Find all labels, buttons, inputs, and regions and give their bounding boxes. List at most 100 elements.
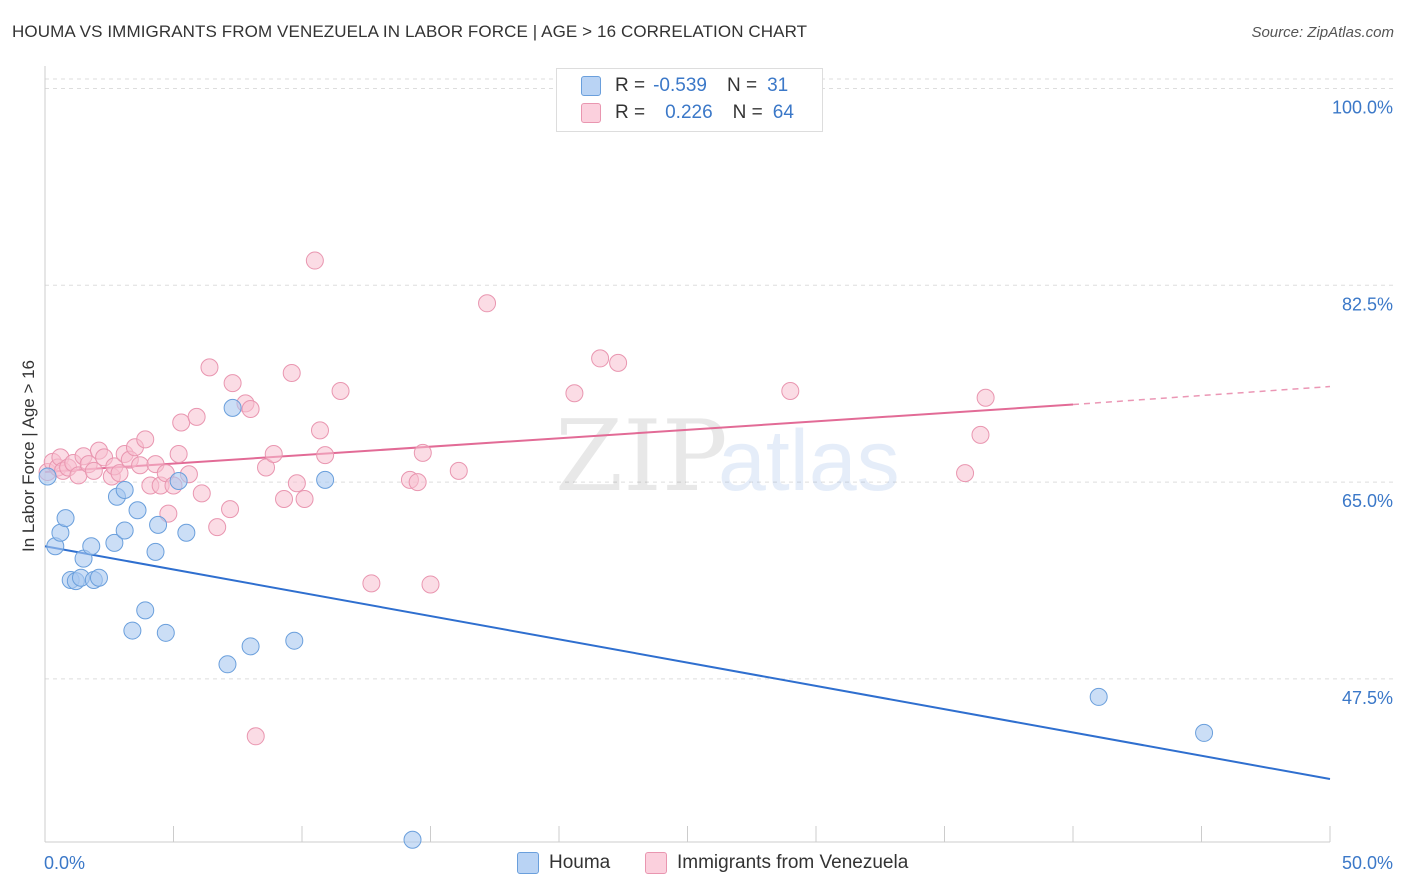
venezuela-swatch <box>581 103 601 123</box>
venezuela-r-value: 0.226 <box>665 102 713 123</box>
venezuela-point <box>413 443 432 462</box>
legend-row-houma: R = -0.539 N = 31 <box>581 74 788 98</box>
venezuela-point <box>169 445 188 463</box>
y-axis-label: In Labor Force | Age > 16 <box>19 360 38 552</box>
houma-point <box>218 655 237 674</box>
venezuela-point <box>421 575 440 594</box>
houma-point <box>223 398 242 417</box>
houma-r-value: -0.539 <box>653 75 707 96</box>
stats-legend: R = -0.539 N = 31 R = 0.226 N = 64 <box>556 68 823 132</box>
venezuela-n-label: N = <box>732 102 763 123</box>
houma-trend-line <box>44 545 1331 781</box>
houma-n-value: 31 <box>767 75 789 96</box>
y-tick-label: 65.0% <box>1342 491 1393 511</box>
venezuela-point <box>208 518 227 537</box>
venezuela-point <box>223 374 242 393</box>
venezuela-point <box>172 413 191 432</box>
venezuela-point <box>192 484 211 503</box>
venezuela-point <box>449 461 468 480</box>
houma-point <box>156 623 175 642</box>
trend-lines <box>44 385 1331 781</box>
series-legend: Houma Immigrants from Venezuela <box>0 852 1406 878</box>
chart-title: HOUMA VS IMMIGRANTS FROM VENEZUELA IN LA… <box>12 22 808 41</box>
venezuela-point <box>316 446 335 465</box>
watermark: ZIP atlas <box>555 400 900 514</box>
venezuela-point <box>264 445 283 463</box>
houma-point <box>316 470 335 489</box>
venezuela-point <box>310 421 329 440</box>
grid-lines <box>45 78 1394 680</box>
x-tick-label-min: 0.0% <box>44 853 85 873</box>
venezuela-point <box>200 358 219 377</box>
venezuela-point <box>305 251 324 270</box>
venezuela-point <box>478 294 497 313</box>
legend-houma-swatch <box>517 852 539 874</box>
legend-item-houma: Houma <box>517 852 610 874</box>
venezuela-point <box>241 400 260 419</box>
venezuela-r-label: R = <box>615 102 646 123</box>
venezuela-point <box>976 388 995 407</box>
venezuela-point <box>565 384 584 403</box>
venezuela-point <box>971 425 990 444</box>
venezuela-point <box>131 456 150 475</box>
venezuela-trend-extension <box>1072 385 1331 406</box>
venezuela-point <box>257 458 276 477</box>
tick-labels: 100.0% 82.5% 65.0% 47.5% 0.0% 50.0% <box>44 97 1393 873</box>
y-tick-label: 47.5% <box>1342 688 1393 708</box>
venezuela-point <box>159 504 178 523</box>
houma-point <box>136 601 155 620</box>
houma-point <box>38 467 57 486</box>
houma-point <box>105 533 124 552</box>
watermark-zip: ZIP <box>555 400 728 514</box>
venezuela-point <box>221 500 240 519</box>
venezuela-point <box>362 574 381 593</box>
houma-point <box>82 537 101 556</box>
chart-source: Source: ZipAtlas.com <box>1251 24 1394 41</box>
houma-point <box>285 631 304 650</box>
watermark-atlas: atlas <box>718 413 900 509</box>
data-points <box>38 251 1214 849</box>
houma-point <box>56 509 75 528</box>
y-tick-label: 100.0% <box>1332 97 1393 117</box>
axes <box>44 66 1331 843</box>
venezuela-point <box>781 382 800 401</box>
houma-point <box>128 501 147 520</box>
venezuela-point <box>187 407 206 426</box>
venezuela-point <box>609 353 628 372</box>
houma-swatch <box>581 76 601 96</box>
legend-houma-label: Houma <box>549 852 611 873</box>
venezuela-point <box>110 464 129 483</box>
venezuela-point <box>331 382 350 401</box>
venezuela-n-value: 64 <box>772 102 794 123</box>
houma-point <box>146 542 165 561</box>
houma-n-label: N = <box>726 75 758 96</box>
legend-venezuela-label: Immigrants from Venezuela <box>677 852 909 873</box>
houma-point <box>115 480 134 499</box>
venezuela-point <box>591 349 610 368</box>
venezuela-point <box>275 489 294 508</box>
houma-point <box>115 521 134 540</box>
houma-point <box>403 830 422 849</box>
houma-point <box>1089 687 1108 706</box>
x-tick-label-max: 50.0% <box>1342 853 1393 873</box>
venezuela-point <box>287 474 306 493</box>
houma-point <box>169 471 188 490</box>
legend-item-venezuela: Immigrants from Venezuela <box>645 852 908 874</box>
legend-row-venezuela: R = 0.226 N = 64 <box>581 101 794 125</box>
venezuela-point <box>956 464 975 483</box>
venezuela-point <box>282 364 301 383</box>
venezuela-trend-line <box>44 403 1074 473</box>
legend-venezuela-swatch <box>645 852 667 874</box>
venezuela-point <box>136 430 155 449</box>
houma-point <box>89 568 108 587</box>
houma-point <box>1195 723 1214 742</box>
houma-r-label: R = <box>615 75 646 96</box>
houma-point <box>149 515 168 534</box>
houma-point <box>123 621 142 640</box>
venezuela-point <box>408 473 427 492</box>
houma-point <box>241 637 260 656</box>
venezuela-point <box>246 727 265 746</box>
y-tick-label: 82.5% <box>1342 294 1393 314</box>
venezuela-point <box>295 489 314 508</box>
